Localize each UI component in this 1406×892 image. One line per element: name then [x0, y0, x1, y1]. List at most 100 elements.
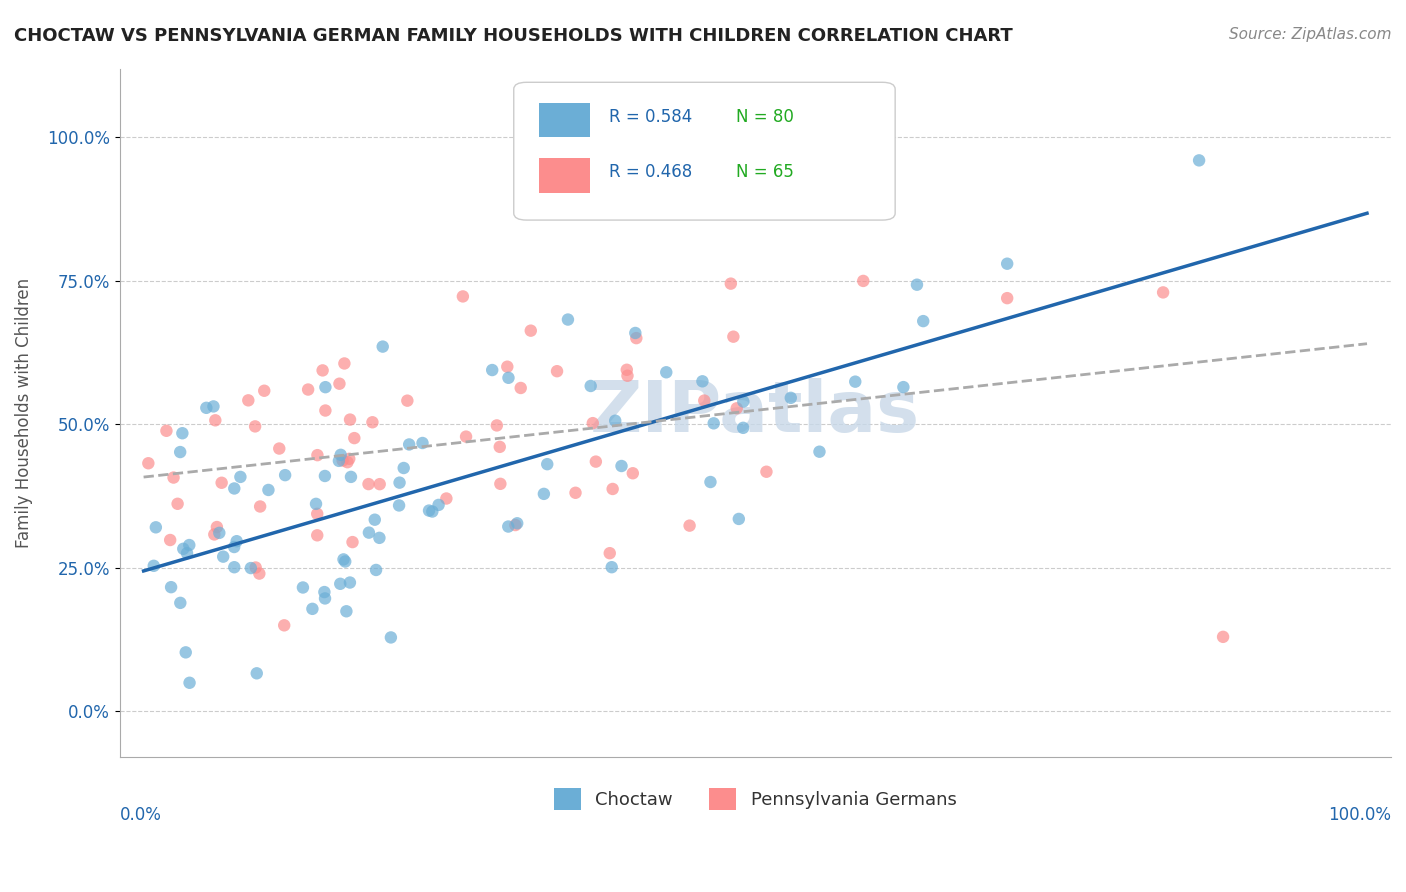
Choctaw [368, 531, 391, 545]
Choctaw [727, 512, 749, 526]
Pennsylvania Germans [720, 277, 742, 291]
Choctaw [600, 560, 623, 574]
Choctaw [239, 561, 262, 575]
Choctaw [703, 417, 725, 431]
Choctaw [699, 475, 721, 489]
Choctaw [301, 602, 323, 616]
Pennsylvania Germans [454, 429, 477, 443]
FancyBboxPatch shape [513, 82, 896, 220]
Pennsylvania Germans [357, 477, 380, 491]
Pennsylvania Germans [307, 448, 329, 462]
Pennsylvania Germans [995, 291, 1018, 305]
Choctaw [335, 554, 357, 568]
Pennsylvania Germans [546, 364, 568, 378]
Pennsylvania Germans [336, 455, 359, 469]
Choctaw [142, 558, 165, 573]
Pennsylvania Germans [314, 403, 336, 417]
Pennsylvania Germans [582, 416, 605, 430]
Choctaw [229, 470, 252, 484]
Pennsylvania Germans [166, 497, 188, 511]
Choctaw [224, 540, 246, 554]
Choctaw [357, 525, 380, 540]
Choctaw [174, 645, 197, 659]
Choctaw [388, 499, 411, 513]
Choctaw [692, 374, 714, 388]
Text: 100.0%: 100.0% [1329, 805, 1391, 823]
Choctaw [329, 576, 352, 591]
Choctaw [314, 585, 336, 599]
Pennsylvania Germans [520, 324, 543, 338]
Pennsylvania Germans [678, 518, 700, 533]
Choctaw [246, 666, 269, 681]
Text: R = 0.584: R = 0.584 [609, 108, 692, 126]
Choctaw [388, 475, 411, 490]
Pennsylvania Germans [343, 431, 366, 445]
Pennsylvania Germans [333, 356, 356, 370]
Choctaw [506, 516, 529, 531]
Pennsylvania Germans [238, 393, 260, 408]
Text: N = 65: N = 65 [737, 163, 794, 181]
Choctaw [995, 257, 1018, 271]
Choctaw [364, 513, 387, 527]
Pennsylvania Germans [339, 412, 361, 426]
Choctaw [420, 504, 443, 518]
Choctaw [481, 363, 503, 377]
Choctaw [392, 461, 415, 475]
Choctaw [224, 560, 246, 574]
Choctaw [208, 525, 231, 540]
Choctaw [808, 444, 831, 458]
Choctaw [557, 312, 579, 326]
Choctaw [335, 604, 357, 618]
Pennsylvania Germans [564, 485, 586, 500]
Pennsylvania Germans [755, 465, 778, 479]
Choctaw [291, 581, 314, 595]
Choctaw [257, 483, 280, 497]
Choctaw [195, 401, 218, 415]
FancyBboxPatch shape [538, 103, 591, 137]
Pennsylvania Germans [328, 376, 350, 391]
Choctaw [314, 591, 336, 606]
Pennsylvania Germans [616, 368, 638, 383]
Choctaw [169, 596, 191, 610]
Choctaw [427, 498, 450, 512]
Pennsylvania Germans [626, 331, 648, 345]
Choctaw [329, 448, 352, 462]
Choctaw [314, 380, 336, 394]
Text: ZIPatlas: ZIPatlas [591, 378, 921, 448]
Choctaw [169, 445, 191, 459]
Choctaw [411, 436, 433, 450]
Choctaw [339, 575, 361, 590]
Text: 0.0%: 0.0% [120, 805, 162, 823]
Pennsylvania Germans [1152, 285, 1174, 300]
Choctaw [380, 631, 402, 645]
Choctaw [371, 340, 394, 354]
Pennsylvania Germans [1212, 630, 1234, 644]
Choctaw [274, 468, 297, 483]
Choctaw [328, 454, 350, 468]
Pennsylvania Germans [485, 418, 508, 433]
Choctaw [179, 538, 201, 552]
Pennsylvania Germans [509, 381, 531, 395]
Pennsylvania Germans [725, 401, 748, 416]
Choctaw [624, 326, 647, 340]
Pennsylvania Germans [488, 440, 510, 454]
Pennsylvania Germans [585, 455, 607, 469]
Pennsylvania Germans [249, 500, 271, 514]
Pennsylvania Germans [245, 560, 267, 574]
Choctaw [398, 437, 420, 451]
Pennsylvania Germans [202, 527, 225, 541]
Choctaw [779, 391, 801, 405]
Choctaw [893, 380, 915, 394]
Choctaw [145, 520, 167, 534]
Pennsylvania Germans [138, 456, 160, 470]
Choctaw [418, 503, 440, 517]
Pennsylvania Germans [489, 476, 512, 491]
Pennsylvania Germans [368, 477, 391, 491]
Y-axis label: Family Households with Children: Family Households with Children [15, 278, 32, 548]
Pennsylvania Germans [162, 470, 184, 484]
Choctaw [498, 519, 520, 533]
Choctaw [605, 414, 627, 428]
Pennsylvania Germans [505, 518, 527, 533]
FancyBboxPatch shape [538, 158, 591, 193]
Pennsylvania Germans [307, 528, 329, 542]
